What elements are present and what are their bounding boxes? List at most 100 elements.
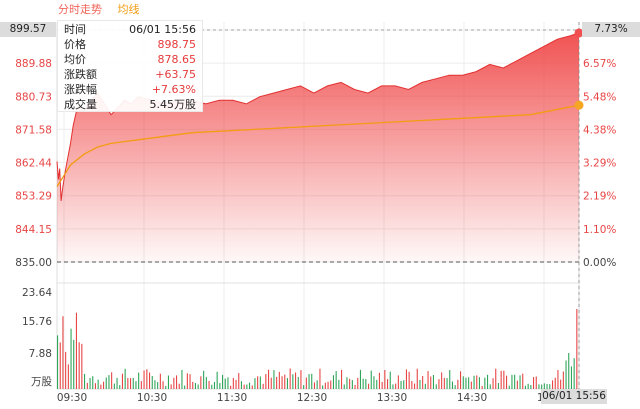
- volume-bar: [576, 309, 578, 389]
- volume-bar: [524, 385, 526, 389]
- volume-bar: [305, 377, 307, 389]
- percent-tick-label: 4.38%: [583, 124, 616, 136]
- price-dot: [574, 28, 584, 38]
- volume-bar: [57, 335, 59, 389]
- volume-bar: [100, 384, 102, 389]
- volume-bar: [408, 371, 410, 389]
- volume-bar: [503, 370, 505, 389]
- volume-bar: [422, 376, 424, 389]
- volume-bar: [368, 383, 370, 389]
- volume-bar: [373, 376, 375, 389]
- volume-bar: [481, 386, 483, 389]
- volume-bar: [132, 377, 134, 389]
- volume-bar: [297, 377, 299, 389]
- percent-tick-label: 2.19%: [583, 191, 616, 203]
- volume-bar: [354, 384, 356, 389]
- volume-bar: [240, 381, 242, 389]
- volume-bar: [213, 381, 215, 389]
- volume-bar: [476, 375, 478, 389]
- volume-bar: [230, 385, 232, 389]
- price-tick-label: 862.44: [15, 158, 52, 170]
- volume-bar: [181, 369, 183, 389]
- time-tick-label: 11:30: [217, 392, 247, 404]
- volume-bar: [468, 377, 470, 389]
- volume-bar: [216, 371, 218, 389]
- volume-bar: [470, 381, 472, 389]
- volume-bar: [365, 379, 367, 389]
- volume-tick-label: 23.64: [22, 287, 52, 299]
- volume-bar: [208, 381, 210, 389]
- volume-bar: [130, 378, 132, 389]
- volume-bar: [500, 370, 502, 389]
- price-tick-label: 844.15: [15, 224, 52, 236]
- volume-bar: [62, 316, 64, 389]
- volume-bar: [257, 376, 259, 389]
- volume-bar: [173, 377, 175, 389]
- volume-bar: [411, 381, 413, 389]
- percent-tick-label: 1.10%: [583, 224, 616, 236]
- volume-bar: [376, 379, 378, 389]
- volume-bar: [362, 378, 364, 389]
- volume-bar: [124, 368, 126, 389]
- volume-bar: [222, 374, 224, 389]
- volume-bar: [497, 383, 499, 389]
- volume-bar: [359, 369, 361, 389]
- volume-bar: [121, 373, 123, 389]
- volume-bar: [489, 384, 491, 389]
- volume-bar: [568, 353, 570, 389]
- volume-bar: [541, 384, 543, 389]
- tooltip-row-volume: 成交量 5.45万股: [64, 98, 196, 111]
- volume-bar: [324, 382, 326, 389]
- volume-bar: [316, 380, 318, 389]
- volume-bar: [441, 372, 443, 389]
- volume-bar: [59, 342, 61, 389]
- volume-bar: [389, 371, 391, 389]
- percent-tag: 7.73%: [582, 22, 640, 37]
- volume-bar: [419, 380, 421, 389]
- volume-bar: [135, 381, 137, 389]
- volume-bar: [462, 376, 464, 389]
- time-tag: 06/01 15:56: [541, 389, 607, 404]
- time-tick-label: 13:30: [377, 392, 407, 404]
- volume-bar: [200, 376, 202, 389]
- price-area: [57, 32, 579, 263]
- volume-bar: [343, 384, 345, 389]
- volume-bar: [65, 351, 67, 389]
- volume-bar: [205, 377, 207, 389]
- volume-bar: [565, 360, 567, 389]
- volume-bar: [211, 384, 213, 389]
- volume-bar: [154, 380, 156, 389]
- volume-bar: [508, 385, 510, 389]
- volume-bar: [89, 378, 91, 389]
- volume-bar: [300, 370, 302, 389]
- volume-bar: [262, 383, 264, 389]
- volume-bar: [127, 378, 129, 389]
- volume-bar: [303, 385, 305, 389]
- volume-bar: [446, 378, 448, 389]
- volume-bar: [397, 375, 399, 389]
- legend-average[interactable]: 均线: [117, 3, 140, 16]
- tooltip-row-time: 时间 06/01 15:56: [64, 23, 196, 36]
- volume-bar: [549, 384, 551, 389]
- volume-bar: [94, 383, 96, 389]
- volume-bar: [506, 375, 508, 389]
- volume-bar: [138, 372, 140, 389]
- volume-bar: [443, 377, 445, 389]
- volume-bar: [103, 381, 105, 389]
- volume-bar: [351, 380, 353, 389]
- average-dot: [574, 100, 584, 110]
- volume-bar: [370, 370, 372, 389]
- volume-bar: [460, 371, 462, 389]
- volume-bar: [97, 379, 99, 389]
- info-tooltip: 时间 06/01 15:56 价格 898.75 均价 878.65 涨跌额 +63.7…: [57, 20, 203, 112]
- volume-bar: [140, 381, 142, 389]
- volume-bar: [400, 381, 402, 389]
- volume-tick-label: 15.76: [22, 316, 52, 328]
- volume-bar: [562, 371, 564, 389]
- volume-bar: [70, 328, 72, 389]
- volume-bar: [259, 376, 261, 389]
- legend-price[interactable]: 分时走势: [58, 3, 102, 16]
- volume-bar: [487, 374, 489, 389]
- volume-bar: [105, 377, 107, 389]
